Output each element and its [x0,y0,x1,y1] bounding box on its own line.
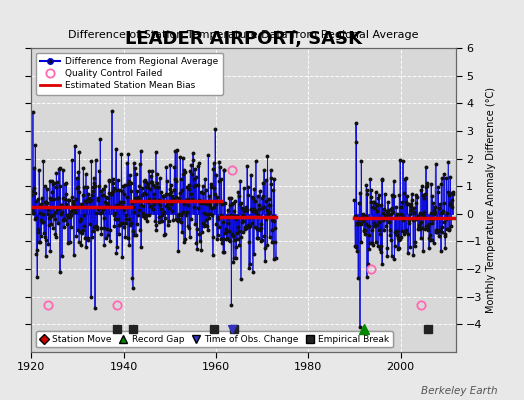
Text: Berkeley Earth: Berkeley Earth [421,386,498,396]
Text: Difference of Station Temperature Data from Regional Average: Difference of Station Temperature Data f… [69,30,419,40]
Legend: Station Move, Record Gap, Time of Obs. Change, Empirical Break: Station Move, Record Gap, Time of Obs. C… [36,331,393,348]
Title: LEADER AIRPORT, SASK: LEADER AIRPORT, SASK [125,30,362,48]
Y-axis label: Monthly Temperature Anomaly Difference (°C): Monthly Temperature Anomaly Difference (… [486,87,496,313]
